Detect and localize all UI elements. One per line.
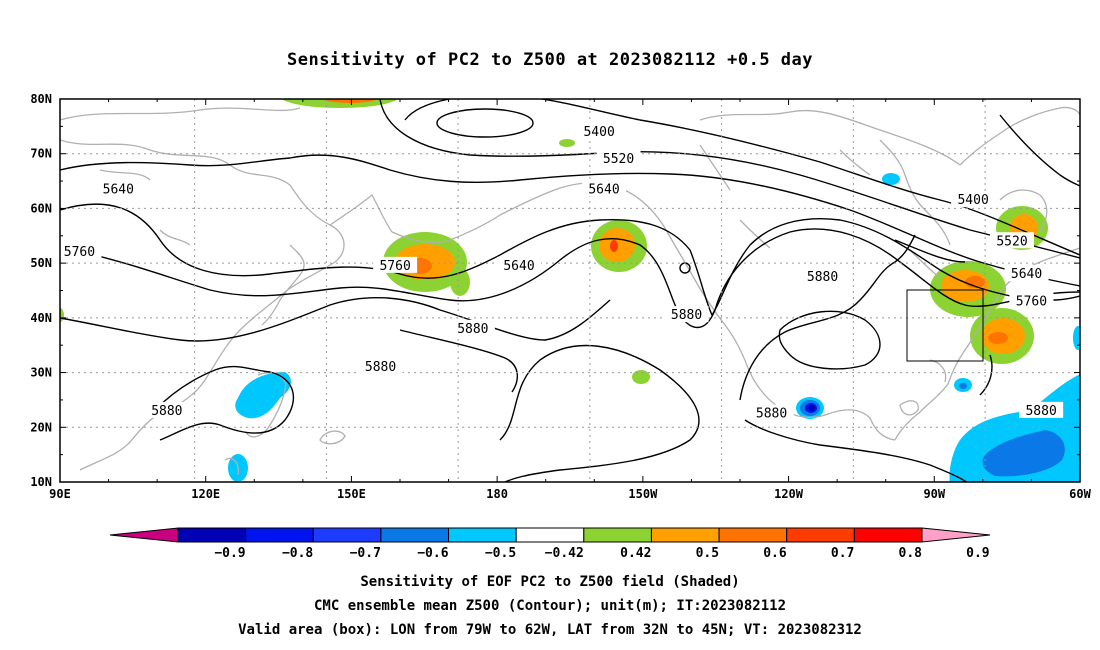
colorbar-swatch xyxy=(650,527,720,543)
x-tick-label: 150E xyxy=(337,487,366,501)
contour-label: 5880 xyxy=(457,322,488,337)
y-tick-label: 30N xyxy=(30,366,52,380)
contour-label: 5400 xyxy=(583,125,614,140)
contour-label: 5880 xyxy=(671,308,702,323)
contour-label: 5880 xyxy=(151,404,182,419)
colorbar-label: −0.9 xyxy=(214,546,245,561)
colorbar-label: −0.8 xyxy=(282,546,313,561)
x-tick-label: 150W xyxy=(628,487,658,501)
z500-contours xyxy=(60,99,1080,482)
colorbar-swatch xyxy=(380,527,450,543)
colorbar-label: −0.42 xyxy=(545,546,584,561)
contour-label: 5640 xyxy=(588,182,619,197)
tick-marks xyxy=(59,98,1081,483)
colorbar-swatch xyxy=(245,527,314,543)
colorbar-label: 0.5 xyxy=(696,546,719,561)
y-tick-label: 50N xyxy=(30,256,52,270)
x-tick-label: 120E xyxy=(191,487,220,501)
contour-label: 5880 xyxy=(756,407,787,422)
contour-label: 5640 xyxy=(1011,267,1042,282)
x-tick-label: 90W xyxy=(923,487,945,501)
contour-label: 5640 xyxy=(503,259,534,274)
colorbar-label: −0.5 xyxy=(485,546,516,561)
valid-area-box xyxy=(906,289,984,362)
x-tick-labels: 90E 120E 150E 180 150W 120W 90W 60W xyxy=(49,487,1091,501)
contour-label: 5640 xyxy=(103,182,134,197)
colorbar-label: 0.9 xyxy=(966,546,989,561)
contour-label: 5760 xyxy=(379,259,410,274)
x-tick-label: 180 xyxy=(486,487,508,501)
contour-label: 5400 xyxy=(957,193,988,208)
y-tick-label: 60N xyxy=(30,201,52,215)
colorbar: −0.9 −0.8 −0.7 −0.6 −0.5 −0.42 0.42 0.5 0.6 0.7 0.… xyxy=(109,527,991,561)
x-tick-label: 60W xyxy=(1069,487,1091,501)
y-tick-label: 20N xyxy=(30,420,52,434)
colorbar-swatch xyxy=(583,527,652,543)
caption-line-2: CMC ensemble mean Z500 (Contour); unit(m… xyxy=(313,598,786,614)
colorbar-swatch xyxy=(786,527,855,543)
colorbar-label: 0.7 xyxy=(831,546,854,561)
shaded-sensitivity xyxy=(60,99,1080,482)
contour-label: 5520 xyxy=(996,234,1027,249)
y-tick-labels: 10N 20N 30N 40N 50N 60N 70N 80N xyxy=(30,92,52,489)
caption-line-3: Valid area (box): LON from 79W to 62W, L… xyxy=(238,622,862,638)
contour-label: 5520 xyxy=(603,152,634,167)
plot-title: Sensitivity of PC2 to Z500 at 2023082112… xyxy=(286,50,813,70)
colorbar-label: −0.7 xyxy=(350,546,381,561)
colorbar-label: −0.6 xyxy=(417,546,448,561)
x-tick-label: 120W xyxy=(774,487,804,501)
grid-lines xyxy=(60,99,1080,482)
y-tick-label: 70N xyxy=(30,147,52,161)
colorbar-swatch xyxy=(448,527,517,543)
colorbar-swatch xyxy=(853,527,923,543)
contour-label: 5760 xyxy=(64,245,95,260)
contour-label: 5760 xyxy=(1016,294,1047,309)
contour-label: 5880 xyxy=(365,360,396,375)
colorbar-high-arrow xyxy=(921,527,991,543)
contour-label: 5880 xyxy=(1025,404,1056,419)
colorbar-low-arrow xyxy=(109,527,179,543)
y-tick-label: 80N xyxy=(30,92,52,106)
x-tick-label: 90E xyxy=(49,487,71,501)
colorbar-label: 0.6 xyxy=(763,546,787,561)
contour-label: 5880 xyxy=(807,270,838,285)
y-tick-label: 10N xyxy=(30,475,52,489)
y-tick-label: 40N xyxy=(30,311,52,325)
contour-labels: 5400 5520 5640 5400 5520 5640 5760 5880 5640 5760… xyxy=(60,122,1064,422)
colorbar-swatch xyxy=(515,527,585,543)
colorbar-label: 0.42 xyxy=(620,546,651,561)
caption-line-1: Sensitivity of EOF PC2 to Z500 field (Sh… xyxy=(360,574,740,590)
colorbar-swatch xyxy=(718,527,788,543)
colorbar-swatch xyxy=(177,527,247,543)
colorbar-swatch xyxy=(312,527,382,543)
colorbar-label: 0.8 xyxy=(899,546,923,561)
